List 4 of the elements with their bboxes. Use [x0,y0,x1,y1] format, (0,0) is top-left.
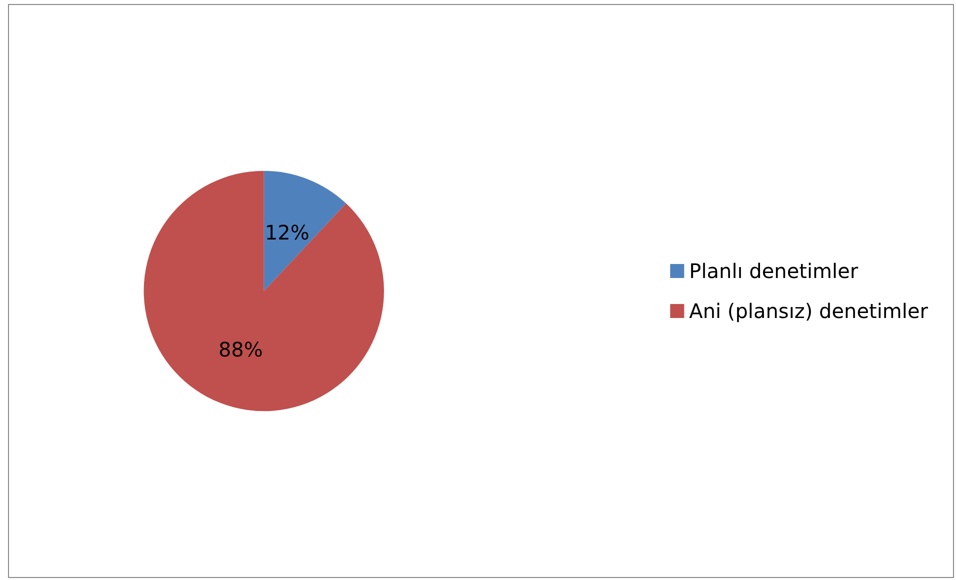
legend-label: Planlı denetimler [689,259,859,283]
data-label: 12% [264,220,310,244]
legend-label: Ani (plansız) denetimler [689,299,929,323]
data-label: 88% [218,338,263,362]
